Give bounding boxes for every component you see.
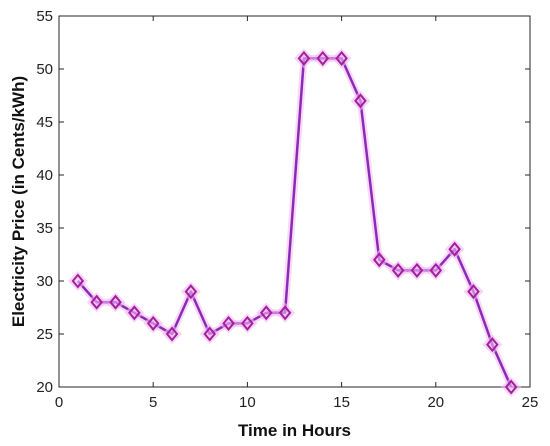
data-point-glow [444, 239, 465, 260]
y-tick-label: 30 [36, 273, 53, 290]
ticks: 0 5 10 15 20 25 20 25 30 35 40 45 50 55 [36, 8, 538, 411]
data-point-glow [406, 260, 427, 281]
y-tick-label: 25 [36, 326, 53, 343]
data-point [429, 262, 443, 278]
data-point-glow [275, 302, 296, 323]
data-point-glow [237, 313, 258, 334]
y-tick-label: 40 [36, 167, 53, 184]
data-point-glow [369, 249, 390, 270]
data-point [146, 315, 160, 331]
data-point [203, 326, 217, 342]
x-tick-label: 15 [333, 394, 350, 411]
data-point [372, 252, 386, 268]
data-point-glow [124, 302, 145, 323]
data-point-glow [180, 281, 201, 302]
x-tick-label: 0 [55, 394, 63, 411]
data-point [71, 273, 85, 289]
data-point [335, 50, 348, 66]
data-point [278, 305, 292, 321]
x-tick-label: 25 [522, 394, 539, 411]
data-point-glow [256, 302, 277, 323]
axes [58, 15, 531, 388]
data-point [504, 379, 518, 395]
y-tick-label: 35 [36, 220, 53, 237]
y-tick-label: 45 [36, 114, 53, 131]
data-point [128, 305, 141, 321]
data-point-glow [143, 313, 164, 334]
data-point [486, 337, 499, 353]
series [67, 48, 522, 397]
data-point [354, 93, 367, 109]
series-line-glow [75, 54, 515, 389]
y-tick-label: 20 [36, 379, 53, 396]
data-point-glow [425, 260, 446, 281]
data-point-glow [218, 313, 239, 334]
data-point [241, 315, 254, 331]
data-point-glow [199, 324, 220, 344]
data-point [467, 284, 480, 300]
data-point [259, 305, 273, 321]
data-point [448, 241, 461, 257]
x-tick-label: 5 [149, 394, 157, 411]
data-point-glow [501, 377, 522, 397]
y-tick-label: 55 [36, 8, 53, 25]
data-point [90, 294, 103, 310]
data-point [165, 326, 179, 342]
data-point [184, 284, 198, 300]
data-point-glow [67, 271, 88, 291]
x-tick-label: 20 [427, 394, 444, 411]
y-tick-label: 50 [36, 61, 53, 78]
data-point [222, 315, 235, 331]
data-point-glow [463, 281, 484, 302]
data-point-glow [86, 292, 107, 313]
data-point-glow [482, 334, 503, 355]
data-point-glow [388, 260, 409, 281]
data-point [316, 50, 330, 66]
x-tick-label: 10 [239, 394, 256, 411]
data-point [391, 262, 405, 278]
data-point-glow [293, 48, 314, 69]
data-point [109, 294, 122, 310]
y-axis-title: Electricity Price (in Cents/kWh) [9, 76, 28, 327]
data-point-glow [331, 48, 352, 69]
x-axis-title: Time in Hours [238, 421, 351, 440]
data-point-glow [312, 48, 333, 69]
data-point-glow [162, 324, 183, 344]
data-point [410, 262, 424, 278]
data-point-glow [105, 292, 126, 313]
data-point-glow [350, 90, 371, 111]
plot-frame [58, 15, 531, 388]
data-point [297, 50, 311, 66]
